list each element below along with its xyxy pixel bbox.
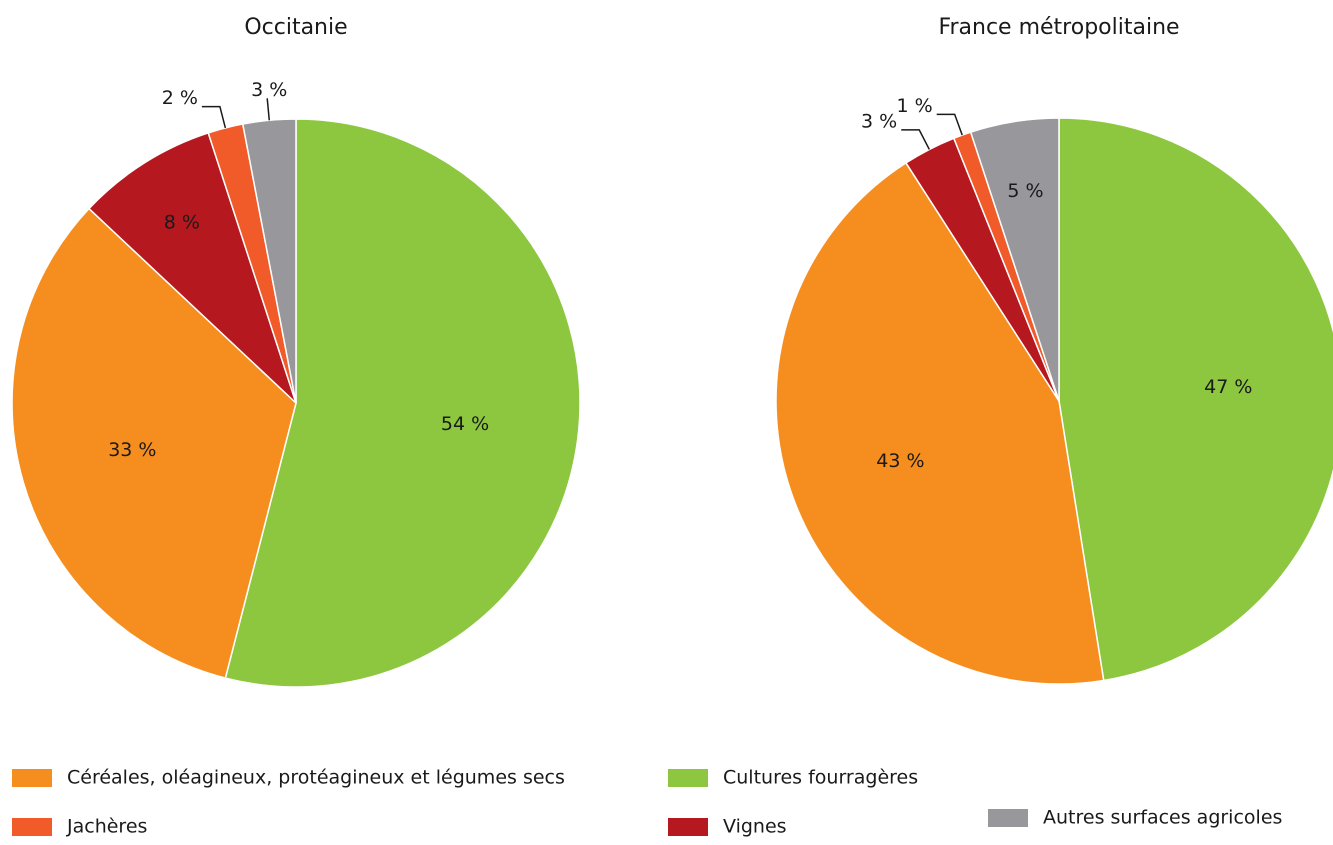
data-label: 43 % — [876, 450, 924, 472]
legend-swatch — [668, 818, 708, 836]
legend-label: Autres surfaces agricoles — [1043, 807, 1282, 829]
pie-slice — [1058, 117, 1333, 682]
leader-line — [201, 105, 227, 129]
data-label: 1 % — [896, 95, 932, 117]
chart-title: France métropolitaine — [938, 15, 1179, 40]
data-label: 33 % — [108, 439, 156, 461]
pie-slice — [87, 131, 297, 404]
data-label: 3 % — [251, 79, 287, 101]
pie-slice — [11, 207, 297, 679]
legend-label: Céréales, oléagineux, protéagineux et lé… — [67, 767, 565, 789]
legend-swatch — [12, 769, 52, 787]
legend-swatch — [12, 818, 52, 836]
data-label: 3 % — [861, 110, 897, 132]
data-label: 5 % — [1007, 180, 1043, 202]
leader-line — [936, 113, 963, 136]
legend-label: Cultures fourragères — [723, 767, 918, 789]
leader-line — [901, 129, 930, 150]
data-label: 47 % — [1204, 376, 1252, 398]
pie-slice — [775, 161, 1105, 685]
legend-swatch — [668, 769, 708, 787]
data-label: 2 % — [162, 87, 198, 109]
legend-label: Vignes — [723, 816, 787, 838]
chart-title: Occitanie — [244, 15, 347, 40]
data-label: 8 % — [164, 212, 200, 234]
pie-slice — [969, 117, 1060, 402]
legend-label: Jachères — [66, 816, 147, 838]
leader-line — [266, 98, 271, 121]
data-label: 54 % — [441, 413, 489, 435]
legend-swatch — [988, 809, 1028, 827]
pie-slice — [224, 118, 581, 688]
